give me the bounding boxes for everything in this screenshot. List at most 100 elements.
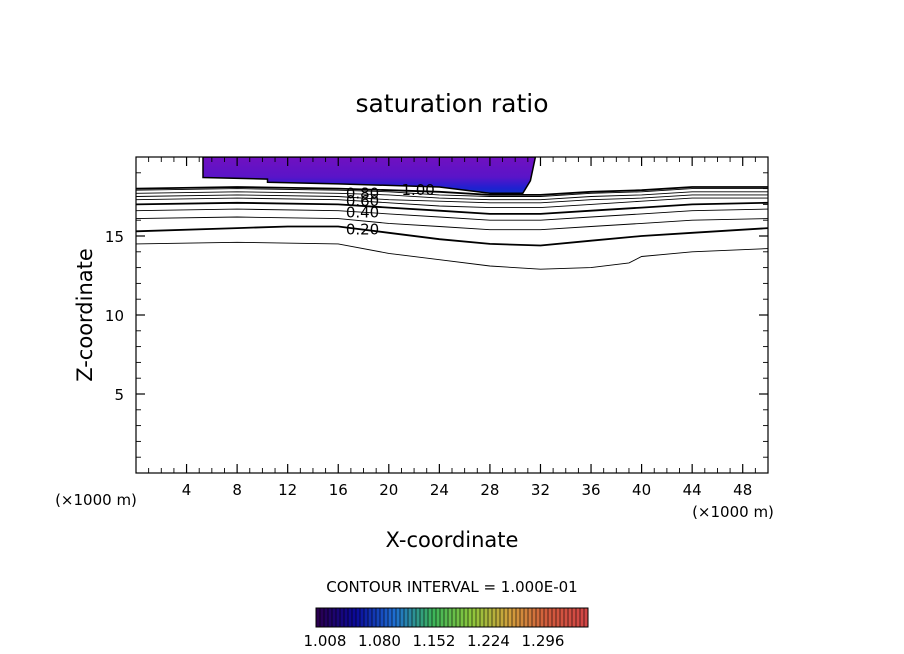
colorbar-cell	[332, 608, 337, 627]
contour-line	[136, 194, 768, 204]
colorbar-cell	[528, 608, 533, 627]
colorbar-cell	[568, 608, 573, 627]
y-tick-label: 15	[105, 228, 124, 246]
colorbar-cell	[416, 608, 421, 627]
chart-title: saturation ratio	[355, 89, 548, 118]
colorbar-tick-labels: 1.008 1.080 1.152 1.224 1.296	[304, 632, 565, 650]
contour-line	[136, 197, 768, 209]
colorbar-cell	[412, 608, 417, 627]
colorbar-cell	[556, 608, 561, 627]
colorbar-cell	[432, 608, 437, 627]
x-tick-label: 44	[683, 481, 702, 499]
colorbar-cell	[364, 608, 369, 627]
colorbar-cell	[404, 608, 409, 627]
filled-region-group	[136, 157, 768, 270]
colorbar-cell	[348, 608, 353, 627]
colorbar-cell	[460, 608, 465, 627]
colorbar-cell	[520, 608, 525, 627]
colorbar-cell	[540, 608, 545, 627]
colorbar-cell	[420, 608, 425, 627]
colorbar-cell	[444, 608, 449, 627]
x-tick-label: 16	[329, 481, 348, 499]
colorbar-cell	[400, 608, 405, 627]
colorbar-cell	[372, 608, 377, 627]
colorbar-cell	[388, 608, 393, 627]
colorbar-cell	[340, 608, 345, 627]
colorbar-cell	[356, 608, 361, 627]
colorbar-cell	[548, 608, 553, 627]
colorbar-cell	[380, 608, 385, 627]
colorbar-cell	[584, 608, 589, 627]
colorbar-cell	[324, 608, 329, 627]
z-unit-label: (×1000 m)	[55, 491, 137, 509]
x-tick-label: 24	[430, 481, 449, 499]
colorbar-cell	[552, 608, 557, 627]
colorbar-cell	[336, 608, 341, 627]
colorbar-cell	[464, 608, 469, 627]
colorbar-cell	[532, 608, 537, 627]
colorbar-cell	[484, 608, 489, 627]
colorbar-cell	[384, 608, 389, 627]
colorbar-frame	[315, 607, 589, 628]
contour-interval-text: CONTOUR INTERVAL = 1.000E-01	[326, 578, 577, 596]
contour-line	[136, 188, 768, 197]
colorbar-cell	[344, 608, 349, 627]
colorbar-cell	[448, 608, 453, 627]
colorbar-cell	[476, 608, 481, 627]
contour-line	[136, 201, 768, 215]
contour-label: 0.80	[346, 184, 379, 202]
y-tick-label: 10	[105, 307, 124, 325]
colorbar-tick-label: 1.008	[304, 632, 347, 650]
colorbar-cell	[440, 608, 445, 627]
colorbar-cell	[544, 608, 549, 627]
colorbar-cell	[352, 608, 357, 627]
x-tick-label: 4	[182, 481, 192, 499]
colorbar-cell	[452, 608, 457, 627]
colorbar-cell	[492, 608, 497, 627]
colorbar-tick-label: 1.080	[358, 632, 401, 650]
contour-line	[136, 241, 768, 270]
contour-label: 0.40	[346, 203, 379, 221]
contour-labels: 0.200.400.600.80 1.00	[346, 181, 435, 239]
colorbar-cell	[436, 608, 441, 627]
contour-label: 0.20	[346, 221, 379, 239]
x-tick-label: 12	[278, 481, 297, 499]
y-tick-label: 5	[114, 386, 124, 404]
colorbar-cell	[328, 608, 333, 627]
colorbar-cell	[564, 608, 569, 627]
colorbar-cell	[576, 608, 581, 627]
x-tick-label: 36	[581, 481, 600, 499]
y-tick-labels: 5 10 15	[105, 228, 124, 404]
colorbar-cell	[468, 608, 473, 627]
plot-frame	[135, 156, 769, 474]
colorbar-tick-label: 1.296	[522, 632, 565, 650]
colorbar-cell	[472, 608, 477, 627]
colorbar-cell	[376, 608, 381, 627]
x-unit-label: (×1000 m)	[692, 503, 774, 521]
x-axis-title: X-coordinate	[386, 528, 519, 552]
colorbar-cell	[488, 608, 493, 627]
x-tick-label: 8	[232, 481, 242, 499]
x-tick-label: 28	[480, 481, 499, 499]
colorbar-cell	[320, 608, 325, 627]
axis-ticks	[136, 157, 768, 473]
x-tick-label: 48	[733, 481, 752, 499]
supersaturation-fill	[202, 157, 537, 195]
colorbar-cell	[368, 608, 373, 627]
colorbar-cell	[428, 608, 433, 627]
colorbar-cell	[536, 608, 541, 627]
colorbar-cell	[524, 608, 529, 627]
contour-lines	[136, 186, 768, 270]
colorbar-cell	[480, 608, 485, 627]
contour-line	[136, 208, 768, 221]
contour-label: 1.00	[401, 181, 434, 199]
colorbar-tick-label: 1.152	[413, 632, 456, 650]
colorbar-cell	[496, 608, 501, 627]
colorbar-cell	[504, 608, 509, 627]
colorbar-tick-label: 1.224	[467, 632, 510, 650]
contour-line	[136, 216, 768, 231]
contour-line	[136, 225, 768, 247]
colorbar-cell	[580, 608, 585, 627]
colorbar-cell	[424, 608, 429, 627]
colorbar	[315, 608, 589, 627]
